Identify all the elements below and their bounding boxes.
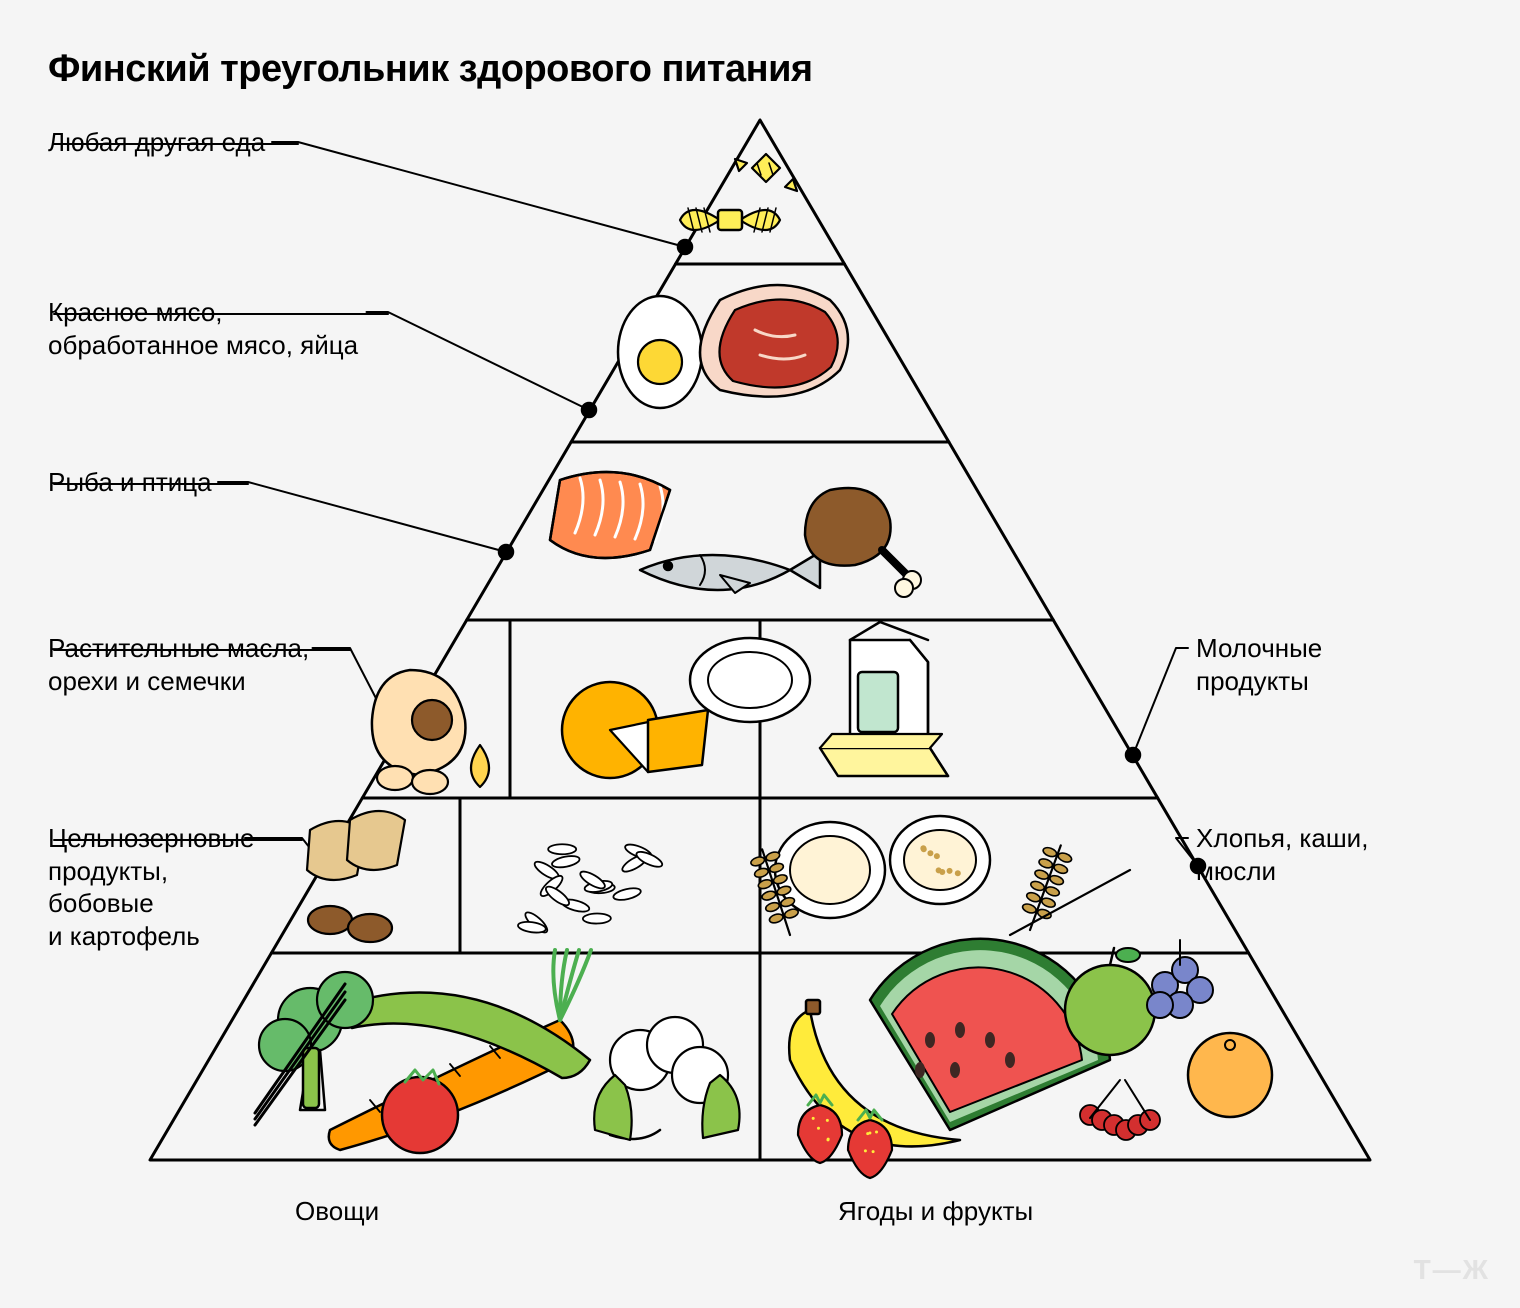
callout-label: Молочныепродукты: [1196, 632, 1322, 697]
callout-label: Хлопья, каши,мюсли: [1196, 822, 1368, 887]
card: Финский треугольник здорового питания Лю…: [0, 0, 1520, 1308]
callout-label: Рыба и птица: [48, 466, 212, 499]
bottom-label: Овощи: [295, 1196, 379, 1227]
callout-label: Красное мясо,обработанное мясо, яйца: [48, 296, 358, 361]
bottom-label: Ягоды и фрукты: [838, 1196, 1033, 1227]
callout-label: Цельнозерновыепродукты,бобовыеи картофел…: [48, 822, 254, 952]
logo: Т—Ж: [1414, 1254, 1490, 1286]
callout-label: Любая другая еда: [48, 126, 265, 159]
callout-label: Растительные масла,орехи и семечки: [48, 632, 309, 697]
